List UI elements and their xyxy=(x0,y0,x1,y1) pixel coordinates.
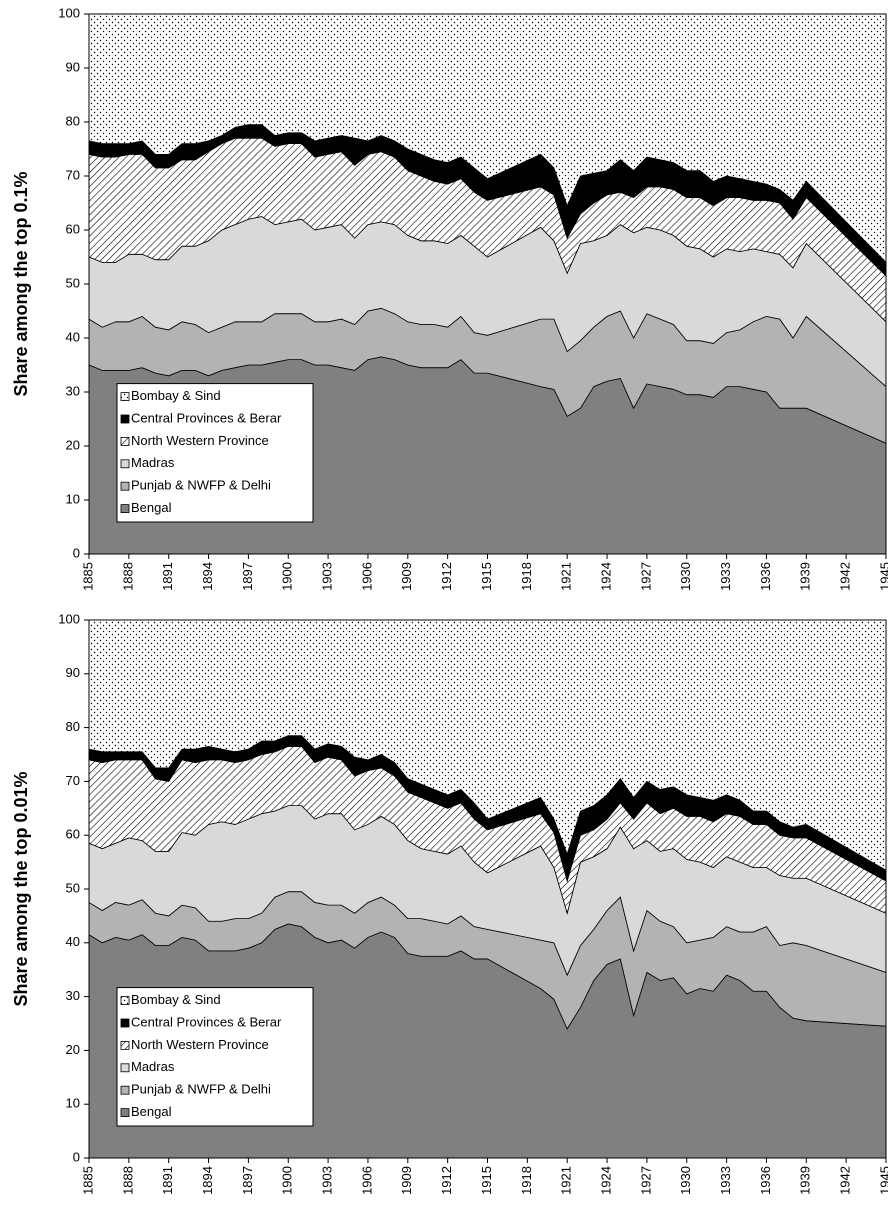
x-tick-label: 1942 xyxy=(838,562,853,591)
legend: Bombay & Sind Central Provinces & Berar No… xyxy=(116,987,314,1127)
y-axis-title: Share among the top 0.01% xyxy=(11,771,31,1006)
legend-swatch xyxy=(120,436,130,446)
x-tick-label: 1915 xyxy=(479,562,494,591)
y-tick-label: 0 xyxy=(73,1149,80,1164)
x-tick-label: 1885 xyxy=(80,1166,95,1195)
x-tick-label: 1924 xyxy=(598,1166,613,1195)
y-tick-label: 50 xyxy=(66,275,80,290)
legend-swatch xyxy=(120,996,130,1005)
x-tick-label: 1912 xyxy=(439,562,454,591)
legend-label: Bombay & Sind xyxy=(131,992,221,1007)
y-tick-label: 70 xyxy=(66,167,80,182)
y-tick-label: 70 xyxy=(66,773,80,788)
x-tick-label: 1924 xyxy=(598,562,613,591)
y-axis-title: Share among the top 0.1% xyxy=(11,171,31,396)
legend-label: Madras xyxy=(131,1059,175,1074)
y-tick-label: 30 xyxy=(66,383,80,398)
x-tick-label: 1915 xyxy=(479,1166,494,1195)
x-tick-label: 1909 xyxy=(399,562,414,591)
x-tick-label: 1936 xyxy=(758,562,773,591)
y-tick-label: 100 xyxy=(58,5,80,20)
legend-swatch xyxy=(120,414,130,424)
x-tick-label: 1894 xyxy=(200,562,215,591)
legend-label: Bengal xyxy=(131,1104,172,1119)
y-tick-label: 10 xyxy=(66,491,80,506)
x-tick-label: 1930 xyxy=(678,562,693,591)
x-tick-label: 1885 xyxy=(80,562,95,591)
x-tick-label: 1945 xyxy=(877,562,888,591)
y-tick-label: 80 xyxy=(66,719,80,734)
x-tick-label: 1918 xyxy=(519,562,534,591)
x-tick-label: 1912 xyxy=(439,1166,454,1195)
x-tick-label: 1888 xyxy=(120,562,135,591)
x-tick-label: 1906 xyxy=(359,562,374,591)
x-tick-label: 1894 xyxy=(200,1166,215,1195)
x-tick-label: 1891 xyxy=(160,1166,175,1195)
legend-label: Madras xyxy=(131,455,175,470)
x-tick-label: 1891 xyxy=(160,562,175,591)
x-tick-label: 1942 xyxy=(838,1166,853,1195)
legend-swatch xyxy=(120,504,130,514)
x-tick-label: 1888 xyxy=(120,1166,135,1195)
legend-swatch xyxy=(120,1063,130,1073)
y-tick-label: 20 xyxy=(66,437,80,452)
y-tick-label: 10 xyxy=(66,1096,80,1111)
legend-swatch xyxy=(120,1018,130,1028)
x-tick-label: 1939 xyxy=(798,1166,813,1195)
x-tick-label: 1897 xyxy=(240,1166,255,1195)
y-tick-label: 80 xyxy=(66,113,80,128)
x-tick-label: 1903 xyxy=(320,1166,335,1195)
legend: Bombay & Sind Central Provinces & Berar No… xyxy=(116,383,314,523)
legend-swatch xyxy=(120,1085,130,1095)
x-tick-label: 1909 xyxy=(399,1166,414,1195)
legend-swatch xyxy=(120,481,130,491)
y-tick-label: 0 xyxy=(73,545,80,560)
y-tick-label: 50 xyxy=(66,880,80,895)
legend-swatch xyxy=(120,1108,130,1117)
x-tick-label: 1921 xyxy=(559,562,574,591)
x-tick-label: 1933 xyxy=(718,562,733,591)
legend-box xyxy=(116,383,314,523)
legend-label: Bombay & Sind xyxy=(131,388,221,403)
x-tick-label: 1933 xyxy=(718,1166,733,1195)
y-tick-label: 40 xyxy=(66,934,80,949)
y-tick-label: 20 xyxy=(66,1042,80,1057)
legend-label: North Western Province xyxy=(131,1037,269,1052)
x-tick-label: 1945 xyxy=(877,1166,888,1195)
legend-label: Bengal xyxy=(131,500,172,515)
legend-label: Punjab & NWFP & Delhi xyxy=(131,478,271,493)
x-tick-label: 1921 xyxy=(559,1166,574,1195)
x-tick-label: 1936 xyxy=(758,1166,773,1195)
legend-swatch xyxy=(120,392,130,402)
y-tick-label: 60 xyxy=(66,221,80,236)
legend-swatch xyxy=(120,1041,130,1050)
y-tick-label: 60 xyxy=(66,827,80,842)
x-tick-label: 1930 xyxy=(678,1166,693,1195)
x-tick-label: 1900 xyxy=(280,1166,295,1195)
x-tick-label: 1906 xyxy=(359,1166,374,1195)
legend-label: Central Provinces & Berar xyxy=(131,1014,282,1029)
y-tick-label: 90 xyxy=(66,59,80,74)
y-tick-label: 90 xyxy=(66,665,80,680)
legend-swatch xyxy=(120,459,130,469)
x-tick-label: 1927 xyxy=(638,1166,653,1195)
x-tick-label: 1918 xyxy=(519,1166,534,1195)
legend-label: Punjab & NWFP & Delhi xyxy=(131,1082,271,1097)
legend-label: North Western Province xyxy=(131,433,269,448)
legend-label: Central Provinces & Berar xyxy=(131,410,282,425)
y-tick-label: 100 xyxy=(58,611,80,626)
x-tick-label: 1897 xyxy=(240,562,255,591)
x-tick-label: 1927 xyxy=(638,562,653,591)
x-tick-label: 1900 xyxy=(280,562,295,591)
legend-box xyxy=(116,987,314,1127)
x-tick-label: 1939 xyxy=(798,562,813,591)
y-tick-label: 30 xyxy=(66,988,80,1003)
x-tick-label: 1903 xyxy=(320,562,335,591)
y-tick-label: 40 xyxy=(66,329,80,344)
